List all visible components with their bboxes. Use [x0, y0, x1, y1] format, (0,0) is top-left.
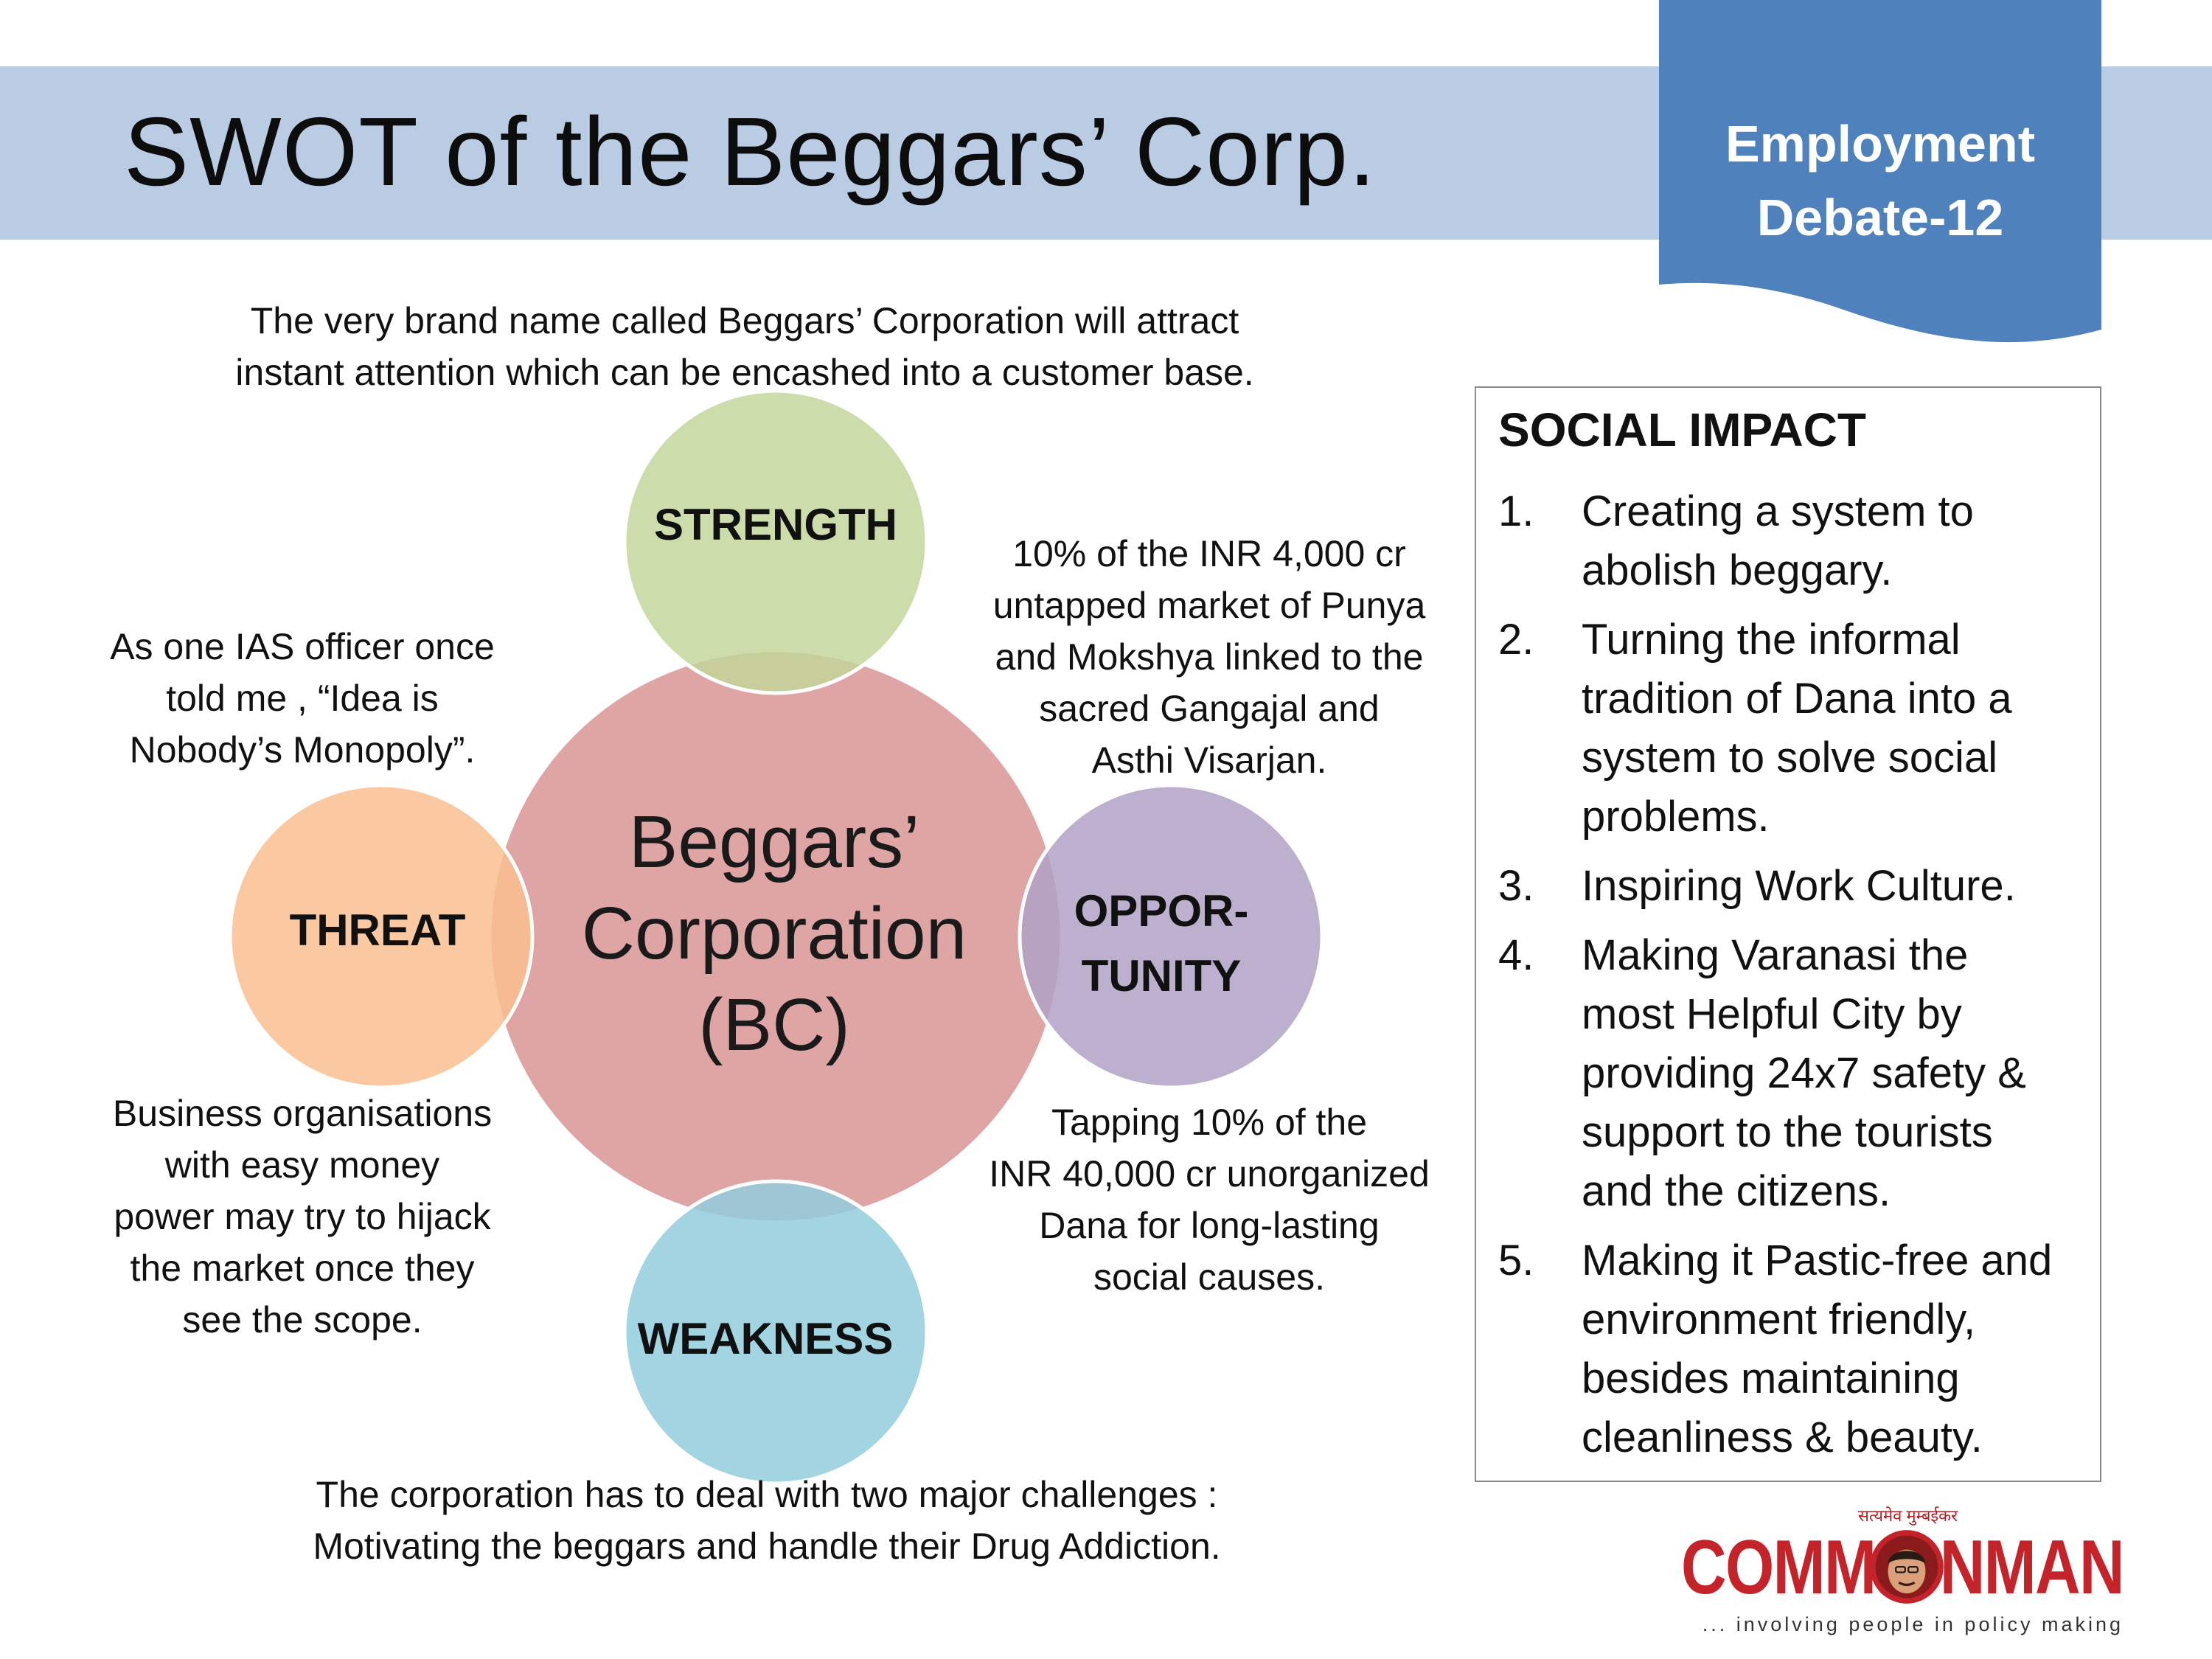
list-item-text: Creating a system to abolish beggary. [1582, 482, 2103, 600]
list-item-line: Creating a system to [1582, 487, 1974, 535]
note-line: untapped market of Punya [992, 585, 1426, 626]
face-icon [1870, 1530, 1944, 1604]
commonman-logo: सत्यमेव मुम्बईकर COMM NMAN ... involving… [1681, 1497, 2125, 1659]
note-line: 10% of the INR 4,000 cr [1012, 533, 1406, 574]
note-line: sacred Gangajal and [1039, 688, 1380, 729]
list-item-number: 1. [1498, 487, 1534, 535]
list-item-number: 2. [1498, 616, 1534, 664]
badge-shape [1659, 0, 2101, 343]
page-title: SWOT of the Beggars’ Corp. [124, 97, 1377, 206]
list-item-line: problems. [1582, 793, 1770, 841]
logo-tagline: ... involving people in policy making [1702, 1613, 2124, 1635]
list-item-line: support to the tourists [1582, 1108, 1993, 1156]
social-impact-heading: SOCIAL IMPACT [1498, 403, 1866, 456]
list-item: 5. Making it Pastic-free and environment… [1476, 1231, 2103, 1467]
center-label-line: (BC) [698, 984, 850, 1066]
list-item-line: tradition of Dana into a [1582, 675, 2012, 723]
list-item-line: system to solve social [1582, 734, 1998, 782]
list-item-line: providing 24x7 safety & [1582, 1049, 2026, 1097]
list-item-text: Turning the informal tradition of Dana i… [1582, 611, 2103, 846]
note-line: the market once they [130, 1248, 475, 1289]
center-label: Beggars’ Corporation (BC) [546, 796, 1003, 1071]
logo-wordmark: COMM NMAN [1681, 1523, 2125, 1612]
list-item: 1. Creating a system to abolish beggary. [1476, 482, 2103, 600]
list-item-number: 5. [1498, 1237, 1534, 1284]
weakness-label: WEAKNESS [637, 1314, 894, 1363]
note-line: power may try to hijack [114, 1196, 491, 1237]
swot-diagram [228, 389, 1324, 1486]
weakness-circle [622, 1179, 929, 1486]
note-line: see the scope. [182, 1299, 422, 1340]
strength-label: STRENGTH [654, 500, 897, 549]
note-line: The corporation has to deal with two maj… [316, 1474, 1218, 1515]
list-item-number: 3. [1498, 862, 1534, 910]
threat-note-lower: Business organisations with easy money p… [81, 1088, 524, 1346]
note-line: with easy money [164, 1144, 440, 1186]
list-item-line: environment friendly, [1582, 1295, 1976, 1343]
threat-circle [228, 783, 535, 1090]
note-line: Tapping 10% of the [1051, 1102, 1368, 1143]
strength-note: The very brand name called Beggars’ Corp… [177, 295, 1312, 398]
note-line: Motivating the beggars and handle their … [313, 1526, 1221, 1567]
list-item-line: Inspiring Work Culture. [1582, 862, 2016, 910]
list-item-line: Making Varanasi the [1582, 931, 1969, 979]
logo-word-left: COMM [1681, 1525, 1877, 1610]
list-item-line: cleanliness & beauty. [1582, 1413, 1983, 1461]
opportunity-label-line: OPPOR- [1074, 886, 1249, 936]
center-label-line: Corporation [581, 892, 967, 975]
strength-circle [622, 389, 929, 695]
center-label-line: Beggars’ [628, 801, 920, 883]
list-item-line: Turning the informal [1582, 616, 1961, 664]
social-impact-list: 1. Creating a system to abolish beggary.… [1476, 482, 2103, 1478]
note-line: Dana for long-lasting [1039, 1205, 1380, 1246]
list-item: 2. Turning the informal tradition of Dan… [1476, 611, 2103, 846]
note-line: INR 40,000 cr unorganized [989, 1153, 1430, 1194]
opportunity-label: OPPOR- TUNITY [1014, 879, 1309, 1009]
threat-label: THREAT [289, 905, 466, 955]
list-item-line: most Helpful City by [1582, 990, 1962, 1038]
list-item-number: 4. [1498, 931, 1534, 979]
note-line: instant attention which can be encashed … [235, 352, 1254, 393]
employment-debate-badge [1659, 0, 2101, 343]
opportunity-note-lower: Tapping 10% of the INR 40,000 cr unorgan… [966, 1096, 1453, 1303]
list-item-line: besides maintaining [1582, 1354, 1960, 1402]
badge-text: Employment Debate-12 [1659, 107, 2101, 254]
list-item: 3. Inspiring Work Culture. [1476, 857, 2103, 916]
threat-note-upper: As one IAS officer once told me , “Idea … [81, 621, 524, 776]
list-item-line: and the citizens. [1582, 1167, 1891, 1215]
opportunity-label-line: TUNITY [1081, 951, 1242, 1001]
note-line: The very brand name called Beggars’ Corp… [250, 300, 1239, 341]
note-line: told me , “Idea is [166, 678, 439, 719]
list-item-text: Making Varanasi the most Helpful City by… [1582, 926, 2103, 1221]
note-line: and Mokshya linked to the [995, 636, 1424, 678]
list-item: 4. Making Varanasi the most Helpful City… [1476, 926, 2103, 1221]
list-item-line: abolish beggary. [1582, 546, 1893, 594]
list-item-line: Making it Pastic-free and [1582, 1237, 2053, 1284]
social-impact-panel: SOCIAL IMPACT 1. Creating a system to ab… [1475, 386, 2101, 1482]
weakness-note: The corporation has to deal with two maj… [214, 1469, 1320, 1572]
opportunity-circle [1018, 783, 1324, 1090]
list-item-text: Making it Pastic-free and environment fr… [1582, 1231, 2103, 1467]
badge-line: Debate-12 [1756, 189, 2004, 246]
logo-arc-text: सत्यमेव मुम्बईकर [1858, 1506, 1958, 1525]
logo-word-right: NMAN [1939, 1525, 2125, 1610]
opportunity-note-upper: 10% of the INR 4,000 cr untapped market … [966, 528, 1453, 786]
note-line: Asthi Visarjan. [1091, 740, 1327, 781]
badge-line: Employment [1725, 115, 2036, 173]
note-line: social causes. [1093, 1256, 1326, 1298]
list-item-text: Inspiring Work Culture. [1582, 857, 2103, 916]
note-line: Business organisations [112, 1093, 493, 1134]
note-line: Nobody’s Monopoly”. [129, 729, 476, 771]
note-line: As one IAS officer once [110, 626, 495, 667]
